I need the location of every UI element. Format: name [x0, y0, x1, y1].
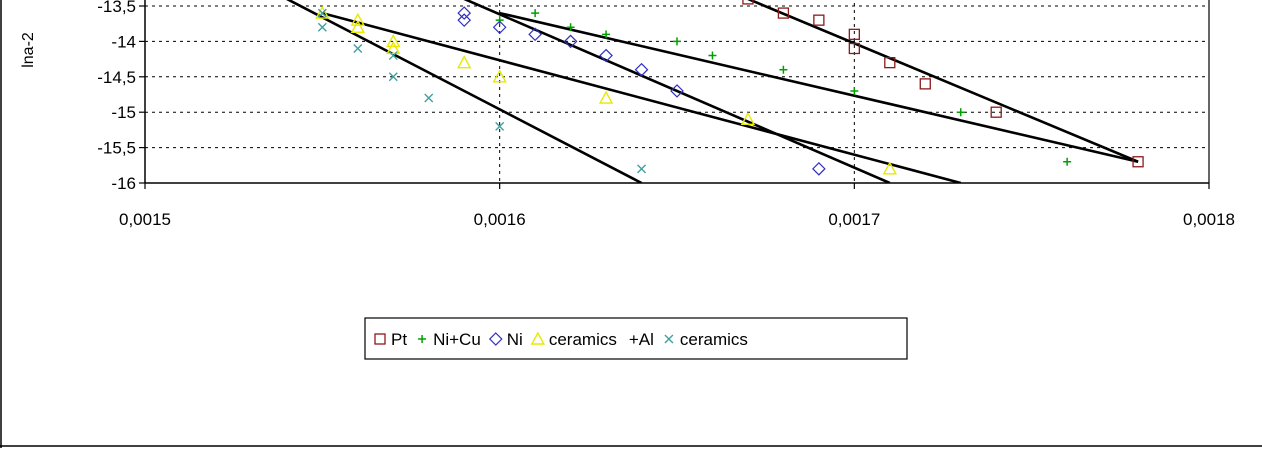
tick-labels: -13,5 -14 -14,5 -15 -15,5 -16 0,0015 0,0016 0,00… — [97, 0, 1235, 229]
fit-line-ni — [463, 0, 891, 183]
data-point-ni — [599, 48, 613, 63]
legend: Pt Ni+Cu Ni ceramics +Al ceramics — [364, 317, 908, 360]
data-point-al — [388, 51, 398, 61]
data-point-pt — [848, 28, 860, 40]
fit-line-ceramics — [321, 11, 962, 183]
data-point-ceramics — [457, 55, 472, 69]
data-point-ceramics — [315, 5, 330, 19]
x-tick-label: 0,0015 — [119, 210, 171, 229]
legend-label: ceramics — [549, 330, 617, 349]
data-point-ceramics — [492, 69, 507, 83]
data-point-pt — [848, 42, 860, 55]
data-point-pt — [813, 14, 825, 26]
fit-line-al — [286, 0, 643, 183]
data-point-ni-cu — [956, 108, 965, 117]
data-point-pt — [742, 0, 754, 5]
data-point-ni — [492, 20, 507, 35]
data-point-al — [388, 72, 398, 82]
legend-label: +Al — [629, 330, 654, 349]
data-point-pt — [919, 78, 931, 90]
y-tick-label: -16 — [111, 174, 136, 193]
y-tick-label: -15,5 — [97, 139, 136, 158]
x-tick-label: 0,0017 — [828, 210, 880, 229]
data-point-ni-cu — [495, 16, 504, 25]
data-point-pt — [777, 7, 790, 19]
legend-label: ceramics — [680, 330, 748, 349]
data-point-al — [637, 164, 647, 174]
data-point-al — [424, 93, 434, 103]
data-point-ni — [457, 13, 472, 28]
data-point-ni — [563, 34, 578, 49]
data-point-ni-cu — [1063, 157, 1072, 166]
data-point-ni-cu — [779, 65, 788, 74]
legend-marker-1 — [418, 335, 427, 343]
legend-items: Pt Ni+Cu Ni ceramics +Al ceramics — [374, 330, 748, 349]
legend-box — [364, 317, 908, 360]
legend-label: Ni+Cu — [433, 330, 481, 349]
fit-line-pt — [747, 0, 1139, 163]
data-point-ceramics — [598, 90, 614, 104]
x-tick-label: 0,0018 — [1183, 210, 1235, 229]
data-point-al — [317, 8, 327, 18]
y-axis-label: lna-2 — [20, 32, 37, 68]
legend-marker-2 — [488, 332, 503, 346]
data-point-ceramics — [386, 33, 401, 48]
data-point-ni — [670, 84, 684, 98]
data-point-ceramics — [740, 111, 756, 125]
legend-marker-0 — [374, 333, 386, 345]
legend-label: Pt — [391, 330, 407, 349]
data-point-ceramics — [350, 12, 365, 26]
legend-marker-5 — [664, 334, 674, 344]
data-point-al — [495, 121, 505, 131]
y-tick-label: -13,5 — [97, 0, 136, 16]
data-point-ni — [457, 6, 472, 20]
data-point-ni-cu — [850, 86, 859, 95]
fit-line-ni-cu — [499, 11, 1139, 164]
data-point-ni-cu — [566, 23, 575, 32]
legend-marker-3 — [530, 331, 546, 345]
y-tick-label: -14 — [111, 32, 136, 51]
data-point-ni-cu — [673, 37, 681, 46]
data-point-ceramics — [350, 19, 365, 33]
data-point-pt — [1132, 156, 1144, 168]
data-point-ni — [812, 161, 826, 176]
axes — [139, 0, 1210, 189]
data-point-al — [317, 22, 327, 32]
data-point-ceramics — [386, 41, 401, 55]
data-point-al — [353, 43, 363, 53]
legend-label: Ni — [507, 330, 523, 349]
x-tick-label: 0,0016 — [474, 210, 526, 229]
data-point-ni-cu — [708, 51, 717, 60]
fit-lines — [286, 0, 1139, 183]
data-point-ceramics — [882, 161, 897, 175]
data-point-ni-cu — [531, 9, 540, 18]
data-points — [315, 0, 1144, 176]
data-point-pt — [884, 56, 896, 69]
y-tick-label: -14,5 — [97, 68, 136, 87]
data-point-ni-cu — [602, 30, 611, 39]
data-point-ni — [528, 27, 542, 42]
data-point-ni — [634, 62, 649, 77]
y-tick-label: -15 — [111, 103, 136, 122]
data-point-pt — [990, 106, 1002, 118]
